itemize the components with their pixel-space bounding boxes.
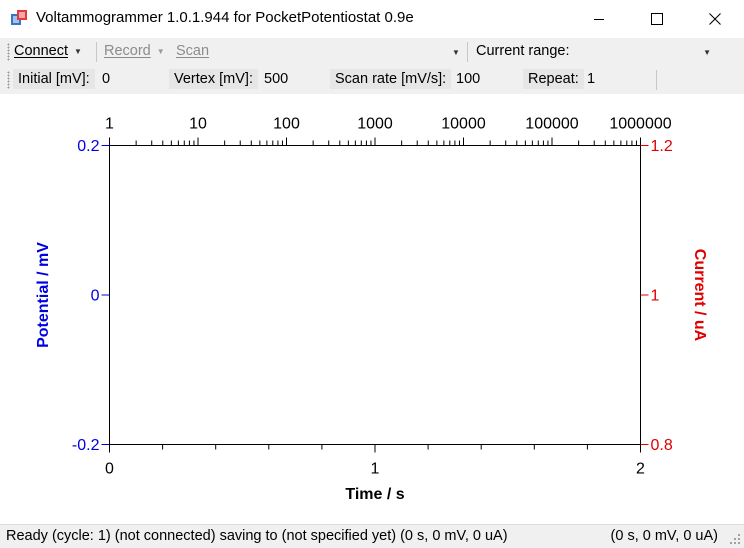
x2-tick-label: 1 [105, 116, 114, 133]
minimize-button[interactable] [570, 0, 628, 38]
record-dropdown-button[interactable]: Record ▼ [104, 43, 165, 59]
current-range-label: Current range: [476, 43, 570, 59]
y-right-tick-label: 1 [651, 288, 660, 305]
chevron-down-icon: ▼ [703, 47, 711, 57]
x2-tick-label: 10 [189, 116, 207, 133]
close-button[interactable] [686, 0, 744, 38]
vertex-label: Vertex [mV]: [169, 69, 258, 89]
y-right-tick-label: 0.8 [651, 437, 673, 454]
parameters-toolbar: Initial [mV]: 0 Vertex [mV]: 500 Scan ra… [0, 66, 744, 94]
window-title: Voltammogrammer 1.0.1.944 for PocketPote… [36, 9, 414, 26]
y-right-axis-label: Current / uA [691, 249, 708, 342]
y-right-axis: 1.2 1 0.8 [640, 138, 673, 454]
status-text: Ready (cycle: 1) (not connected) saving … [6, 528, 508, 544]
vertex-input[interactable]: 500 [264, 71, 289, 87]
x2-tick-label: 100 [273, 116, 300, 133]
chevron-down-icon: ▼ [74, 46, 82, 56]
x-axis-label: Time / s [345, 486, 404, 503]
toolbar-separator [656, 70, 657, 90]
y-left-axis: 0.2 0 -0.2 [72, 138, 110, 454]
maximize-button[interactable] [628, 0, 686, 38]
overflow-dropdown-icon[interactable]: ▼ [452, 48, 460, 57]
initial-label: Initial [mV]: [13, 69, 95, 89]
x-tick-label: 1 [371, 461, 380, 478]
status-bar: Ready (cycle: 1) (not connected) saving … [0, 524, 744, 548]
close-icon [709, 13, 721, 25]
repeat-label: Repeat: [523, 69, 584, 89]
maximize-icon [651, 13, 663, 25]
title-bar: Voltammogrammer 1.0.1.944 for PocketPote… [0, 0, 744, 38]
y-left-axis-label: Potential / mV [35, 242, 52, 348]
x2-axis: 1 10 100 1000 10000 100000 1000000 [105, 116, 672, 146]
scan-rate-input[interactable]: 100 [456, 71, 481, 87]
record-label: Record [104, 43, 151, 59]
x2-tick-label: 10000 [441, 116, 486, 133]
scan-rate-label: Scan rate [mV/s]: [330, 69, 452, 89]
y-left-tick-label: 0.2 [77, 138, 99, 155]
initial-input[interactable]: 0 [102, 71, 111, 87]
current-range-select[interactable]: ▼ [575, 41, 717, 63]
repeat-input[interactable]: 1 [587, 71, 596, 87]
chevron-down-icon: ▼ [156, 46, 165, 56]
connect-dropdown-button[interactable]: Connect ▼ [14, 43, 82, 59]
x2-tick-label: 100000 [525, 116, 578, 133]
x-tick-label: 0 [105, 461, 114, 478]
toolbar-separator [96, 42, 97, 62]
app-icon [11, 10, 27, 25]
minimize-icon [594, 19, 604, 20]
y-left-tick-label: 0 [91, 288, 100, 305]
y-left-tick-label: -0.2 [72, 437, 100, 454]
connect-label: Connect [14, 43, 69, 59]
toolbar-grip[interactable] [7, 71, 10, 89]
toolbar-separator [467, 42, 468, 62]
main-toolbar: Connect ▼ Record ▼ Scan ▼ Current range:… [0, 38, 744, 66]
x-axis: 0 1 2 [105, 444, 645, 478]
x-tick-label: 2 [636, 461, 645, 478]
plot-area[interactable] [109, 145, 641, 445]
x2-tick-label: 1000000 [609, 116, 671, 133]
voltammogram-chart[interactable]: 0 1 2 1 10 100 1000 10000 100000 1000000 0.2 0 -0.… [0, 94, 744, 524]
toolbar-grip[interactable] [7, 43, 10, 61]
status-readout: (0 s, 0 mV, 0 uA) [610, 528, 718, 544]
resize-grip-icon[interactable] [729, 533, 741, 545]
scan-button[interactable]: Scan [176, 43, 210, 59]
y-right-tick-label: 1.2 [651, 138, 673, 155]
x2-tick-label: 1000 [357, 116, 393, 133]
